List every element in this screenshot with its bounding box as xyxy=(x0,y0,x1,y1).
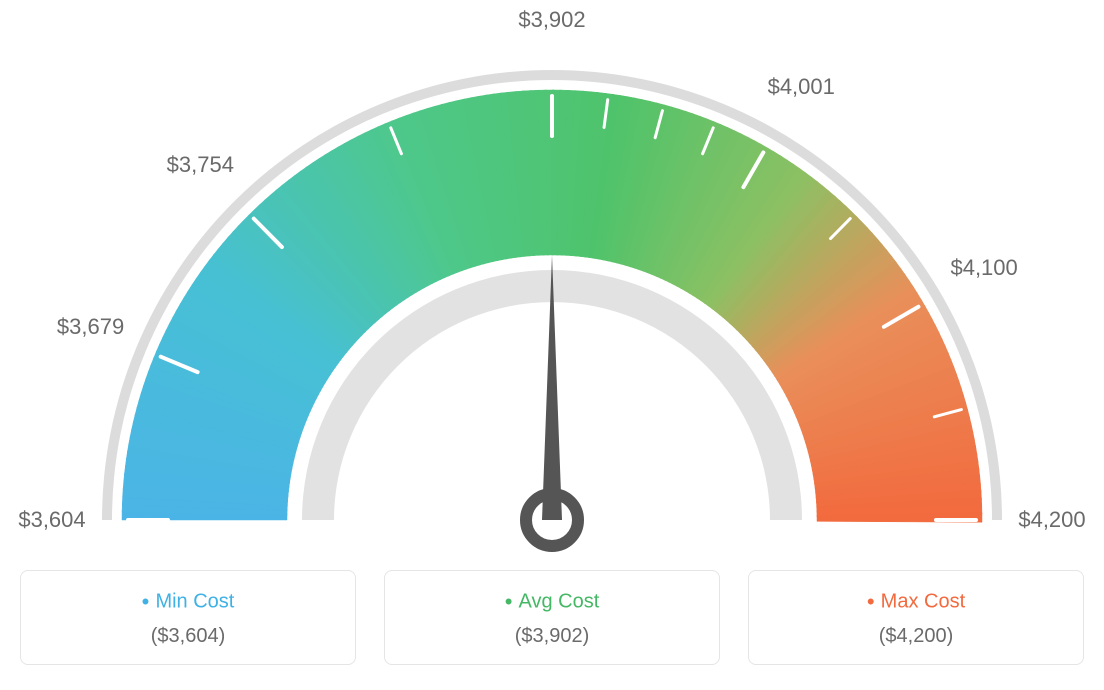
legend-avg-value: ($3,902) xyxy=(395,625,709,648)
gauge-tick-label: $4,001 xyxy=(768,74,835,100)
legend-avg: Avg Cost ($3,902) xyxy=(384,570,720,665)
gauge-svg xyxy=(20,20,1084,560)
gauge-tick-label: $3,604 xyxy=(18,507,85,533)
gauge-tick-label: $4,100 xyxy=(950,255,1017,281)
gauge-tick-label: $4,200 xyxy=(1018,507,1085,533)
gauge-tick-label: $3,902 xyxy=(518,7,585,33)
legend-min-title: Min Cost xyxy=(31,589,345,615)
legend-min-value: ($3,604) xyxy=(31,625,345,648)
cost-gauge: $3,604$3,679$3,754$3,902$4,001$4,100$4,2… xyxy=(20,20,1084,560)
legend-max-title: Max Cost xyxy=(759,589,1073,615)
legend-row: Min Cost ($3,604) Avg Cost ($3,902) Max … xyxy=(20,570,1084,665)
gauge-tick-label: $3,679 xyxy=(57,314,124,340)
legend-min: Min Cost ($3,604) xyxy=(20,570,356,665)
legend-max-value: ($4,200) xyxy=(759,625,1073,648)
gauge-tick-label: $3,754 xyxy=(167,152,234,178)
legend-max: Max Cost ($4,200) xyxy=(748,570,1084,665)
legend-avg-title: Avg Cost xyxy=(395,589,709,615)
